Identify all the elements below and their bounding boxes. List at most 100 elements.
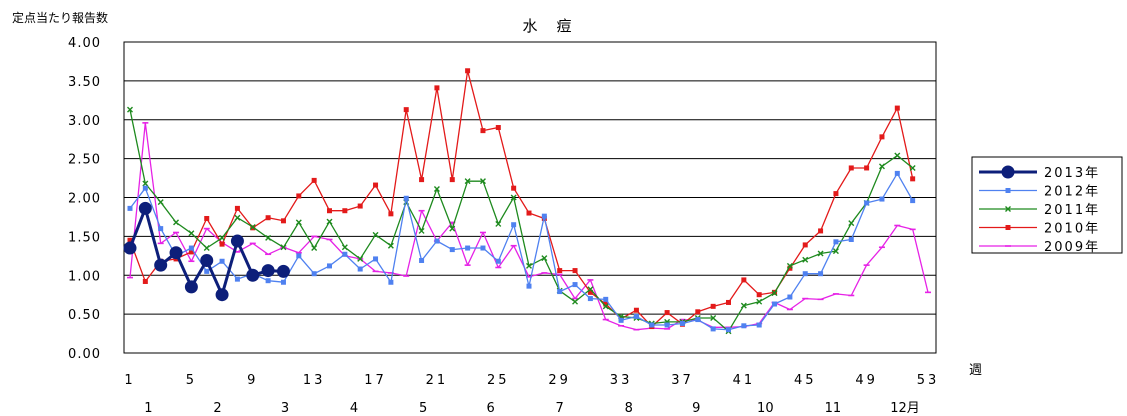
data-point [510,194,517,201]
data-point [526,210,532,216]
x-tick-label: 33 [610,373,633,388]
data-point [200,253,214,267]
data-point [910,198,916,204]
data-point [602,303,609,310]
data-point [1005,188,1011,193]
data-point [311,271,317,277]
data-point [434,238,440,244]
data-point [572,282,578,288]
data-point [184,280,198,294]
series-2009年 [127,122,931,331]
y-tick-label: 2.50 [68,153,101,168]
data-point [787,294,793,300]
data-point [741,323,747,329]
data-point [802,271,808,277]
data-point [419,177,425,183]
data-point [756,322,762,328]
month-label: 12月 [890,401,920,416]
x-tick-label: 37 [671,373,694,388]
data-point [603,296,609,302]
data-point [817,250,824,257]
legend-label: 2013年 [1044,166,1100,181]
x-tick-label: 25 [487,373,510,388]
data-point [219,234,226,241]
data-point [726,299,731,305]
data-point [246,268,260,282]
data-point [357,255,364,262]
data-point [710,326,716,332]
data-point [280,218,286,224]
data-point [204,268,210,274]
x-tick-label: 5 [186,373,197,388]
data-point [802,242,808,248]
data-point [587,289,593,295]
data-point [265,215,271,221]
data-point [265,234,272,241]
series-line [129,122,929,331]
y-tick-label: 1.00 [68,269,101,284]
data-point [664,322,670,328]
month-label: 6 [486,401,494,416]
data-point [215,288,229,302]
y-tick-label: 3.00 [68,114,101,129]
data-point [373,256,379,262]
data-point [495,220,502,227]
data-point [541,255,548,262]
data-point [464,178,471,185]
data-point [403,195,409,201]
series-lines [123,68,931,335]
data-point [418,227,425,234]
data-point [280,279,286,285]
legend-entry: 2009年 [979,240,1100,255]
data-point [387,242,394,249]
data-point [910,176,916,182]
data-point [158,226,164,232]
series-2013年 [123,201,290,302]
month-label: 10 [757,401,774,416]
y-tick-labels: 0.00 0.50 1.00 1.50 2.00 2.50 3.00 3.50 4.00 [68,36,101,362]
data-point [526,262,532,269]
data-point [388,211,394,217]
y-tick-label: 2.00 [68,192,101,207]
data-point [894,170,900,176]
legend-label: 2011年 [1044,203,1100,218]
data-point [587,286,594,293]
data-point [219,241,225,247]
data-point [403,107,409,113]
data-point [603,301,609,307]
y-tick-label: 4.00 [68,36,101,51]
data-point [295,219,302,226]
data-point [557,289,563,295]
data-point [219,258,225,264]
data-point [311,245,318,252]
data-point [557,268,563,274]
data-point [679,320,685,326]
chart-title: 水 痘 [522,17,573,35]
legend-entry: 2013年 [979,165,1100,181]
series-line [129,109,914,332]
month-label: 11 [825,401,842,416]
data-point [495,125,501,131]
data-point [142,180,149,187]
month-label: 9 [692,401,700,416]
legend-entry: 2010年 [979,222,1098,237]
data-point [864,200,870,206]
data-point [123,241,137,255]
data-point [449,177,455,183]
data-point [388,279,394,285]
data-point [261,264,275,278]
data-point [864,165,870,171]
data-point [276,264,290,278]
data-point [449,225,456,232]
legend-entry: 2011年 [979,203,1100,218]
data-point [204,215,210,221]
legend-label: 2009年 [1044,240,1100,255]
data-point [142,278,148,284]
data-point [449,247,455,253]
data-point [541,213,547,219]
data-point [894,105,900,111]
data-point [832,248,839,255]
x-week-tick-labels: 1 5 9 13 17 21 25 29 33 37 41 45 49 53 [124,373,936,388]
legend-entries: 2013年 2012年 2011年 2010年 2009年 [979,165,1100,255]
